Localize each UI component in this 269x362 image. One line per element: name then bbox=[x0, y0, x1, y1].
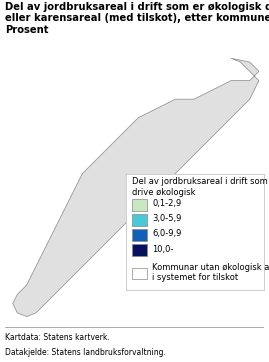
Text: Datakjelde: Statens landbruksforvaltning.: Datakjelde: Statens landbruksforvaltning… bbox=[5, 348, 166, 357]
Bar bbox=[132, 268, 147, 279]
Text: Kartdata: Statens kartverk.: Kartdata: Statens kartverk. bbox=[5, 333, 110, 342]
Text: Kommunar utan økologisk areal
i systemet for tilskot: Kommunar utan økologisk areal i systemet… bbox=[153, 262, 269, 282]
Bar bbox=[132, 244, 147, 256]
Text: 0,1-2,9: 0,1-2,9 bbox=[153, 199, 182, 209]
Text: Del av jordbruksareal i drift som er økologisk drive
eller karensareal (med tils: Del av jordbruksareal i drift som er øko… bbox=[5, 2, 269, 35]
Bar bbox=[132, 230, 147, 241]
Text: 6,0-9,9: 6,0-9,9 bbox=[153, 230, 182, 239]
Bar bbox=[132, 199, 147, 211]
Bar bbox=[132, 214, 147, 226]
Polygon shape bbox=[13, 58, 259, 317]
Text: 10,0-: 10,0- bbox=[153, 245, 174, 253]
Text: Del av jordbruksareal i drift som er
drive økologisk: Del av jordbruksareal i drift som er dri… bbox=[132, 177, 269, 197]
Text: 3,0-5,9: 3,0-5,9 bbox=[153, 214, 182, 223]
